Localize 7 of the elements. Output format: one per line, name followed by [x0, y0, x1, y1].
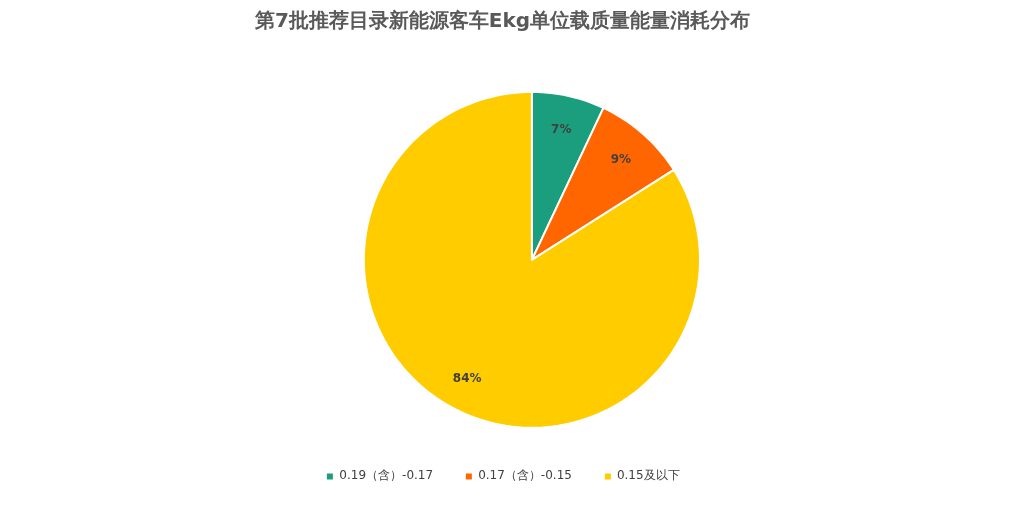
chart-title: 第7批推荐目录新能源客车Ekg单位载质量能量消耗分布: [253, 7, 751, 32]
data-label: 7%: [551, 121, 572, 136]
legend-label: 0.17（含）-0.15: [478, 467, 572, 484]
data-label: 9%: [610, 152, 632, 167]
legend-label: 0.15及以下: [616, 467, 680, 484]
legend-label: 0.19（含）-0.17: [339, 467, 434, 484]
data-label: 84%: [452, 370, 482, 385]
